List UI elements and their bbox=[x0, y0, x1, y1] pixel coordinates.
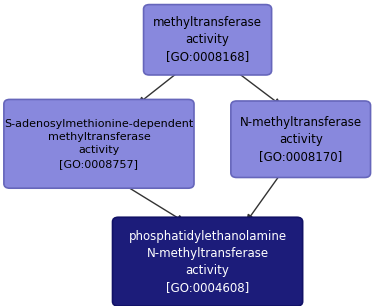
Text: methyltransferase
activity
[GO:0008168]: methyltransferase activity [GO:0008168] bbox=[153, 16, 262, 63]
FancyBboxPatch shape bbox=[113, 217, 303, 306]
FancyBboxPatch shape bbox=[4, 99, 194, 188]
FancyBboxPatch shape bbox=[144, 5, 272, 75]
Text: N-methyltransferase
activity
[GO:0008170]: N-methyltransferase activity [GO:0008170… bbox=[240, 116, 362, 163]
FancyBboxPatch shape bbox=[231, 101, 371, 177]
Text: S-adenosylmethionine-dependent
methyltransferase
activity
[GO:0008757]: S-adenosylmethionine-dependent methyltra… bbox=[4, 119, 194, 169]
Text: phosphatidylethanolamine
N-methyltransferase
activity
[GO:0004608]: phosphatidylethanolamine N-methyltransfe… bbox=[128, 230, 287, 294]
